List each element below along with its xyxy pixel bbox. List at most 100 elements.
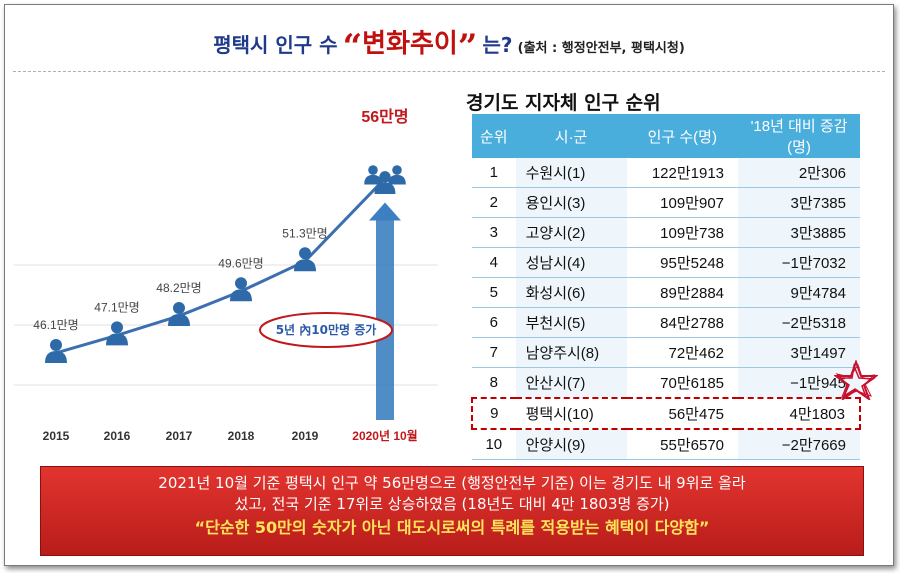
table-row: 6 부천시(5) 84만2788 −2만5318 bbox=[472, 307, 860, 338]
x-axis-label: 2015 bbox=[43, 429, 70, 443]
value-label: 49.6만명 bbox=[218, 256, 263, 270]
group-icon-body bbox=[388, 174, 406, 185]
table-body: 1 수원시(1) 122만1913 2만306 2 용인시(3) 109만907 3만7385… bbox=[471, 158, 861, 460]
cell-city: 안산시(7) bbox=[515, 367, 627, 399]
cell-rank: 9 bbox=[471, 397, 516, 430]
cell-rank: 3 bbox=[472, 217, 516, 248]
value-label: 46.1만명 bbox=[33, 318, 78, 332]
value-label: 51.3만명 bbox=[282, 226, 327, 240]
cell-population: 89만2884 bbox=[626, 277, 739, 308]
summary-line-2: 섰고, 전국 기준 17위로 상승하였음 (18년도 대비 4만 1803명 증… bbox=[234, 495, 670, 513]
slide-title: 평택시 인구 수 “변화추이” 는? (출처 : 행정안전부, 평택시청) bbox=[5, 23, 893, 67]
title-tail: 는? bbox=[482, 33, 513, 57]
table-row: 3 고양시(2) 109만738 3만3885 bbox=[472, 217, 860, 248]
cell-rank: 1 bbox=[472, 158, 516, 188]
table-title: 경기도 지자체 인구 순위 bbox=[466, 92, 661, 114]
cell-rank: 2 bbox=[472, 187, 516, 218]
cell-city: 부천시(5) bbox=[515, 307, 627, 338]
group-icon-head bbox=[379, 171, 391, 183]
star-mark-icon bbox=[834, 360, 878, 400]
data-point-icon-body bbox=[168, 313, 190, 326]
header-city: 시·군 bbox=[515, 114, 627, 158]
data-point-icon-head bbox=[50, 338, 62, 351]
title-divider bbox=[13, 71, 885, 72]
cell-city: 평택시(10) bbox=[515, 397, 627, 430]
cell-change: 9만4784 bbox=[738, 277, 860, 308]
cell-change: 3만7385 bbox=[738, 187, 860, 218]
cell-rank: 6 bbox=[472, 307, 516, 338]
cell-population: 72만462 bbox=[626, 337, 739, 368]
population-rank-table: 순위 시·군 인구 수(명) '18년 대비 증감(명) 1 수원시(1) 122만… bbox=[471, 114, 861, 460]
cell-population: 56만475 bbox=[626, 397, 739, 430]
group-icon-body bbox=[364, 174, 382, 185]
cell-change: 4만1803 bbox=[738, 397, 861, 430]
x-axis-label: 2016 bbox=[104, 429, 131, 443]
data-point-icon-head bbox=[235, 277, 247, 290]
data-point-icon-head bbox=[173, 301, 185, 314]
growth-arrow-shaft bbox=[376, 218, 394, 420]
table-row: 8 안산시(7) 70만6185 −1만945 bbox=[472, 367, 860, 399]
data-point-icon-body bbox=[45, 350, 67, 363]
cell-change: −2만7669 bbox=[738, 429, 860, 460]
cell-population: 122만1913 bbox=[626, 158, 739, 188]
value-label: 56만명 bbox=[361, 108, 408, 126]
cell-rank: 4 bbox=[472, 247, 516, 278]
cell-city: 수원시(1) bbox=[515, 158, 627, 188]
x-axis-label: 2020년 10월 bbox=[352, 428, 417, 443]
cell-city: 안양시(9) bbox=[515, 429, 627, 460]
cell-city: 고양시(2) bbox=[515, 217, 627, 248]
title-source: (출처 : 행정안전부, 평택시청) bbox=[517, 41, 685, 56]
header-population: 인구 수(명) bbox=[626, 114, 739, 158]
table-row: 5 화성시(6) 89만2884 9만4784 bbox=[472, 277, 860, 308]
data-point-icon-body bbox=[106, 333, 128, 346]
cell-city: 남양주시(8) bbox=[515, 337, 627, 368]
cell-change: −1만945 bbox=[738, 367, 860, 399]
header-change: '18년 대비 증감(명) bbox=[738, 114, 860, 158]
summary-box: 2021년 10월 기준 평택시 인구 약 56만명으로 (행정안전부 기준) … bbox=[40, 466, 864, 556]
summary-line-1: 2021년 10월 기준 평택시 인구 약 56만명으로 (행정안전부 기준) … bbox=[158, 474, 746, 492]
x-axis-label: 2018 bbox=[228, 429, 255, 443]
table-row: 7 남양주시(8) 72만462 3만1497 bbox=[472, 337, 860, 368]
group-icon-head bbox=[368, 165, 378, 175]
cell-rank: 7 bbox=[472, 337, 516, 368]
data-point-icon-body bbox=[230, 289, 252, 302]
cell-rank: 5 bbox=[472, 277, 516, 308]
cell-change: 2만306 bbox=[738, 158, 860, 188]
data-point-icon-head bbox=[299, 247, 311, 260]
cell-population: 84만2788 bbox=[626, 307, 739, 338]
cell-change: 3만1497 bbox=[738, 337, 860, 368]
group-icon-body bbox=[374, 182, 396, 194]
title-close-quote: ” bbox=[457, 27, 478, 67]
title-open-quote: “ bbox=[342, 27, 363, 67]
cell-population: 70만6185 bbox=[626, 367, 739, 399]
group-icon-head bbox=[392, 165, 402, 175]
trend-line bbox=[55, 177, 387, 355]
cell-population: 109만738 bbox=[626, 217, 739, 248]
data-point-icon-head bbox=[111, 321, 123, 334]
title-emphasis: 변화추이 bbox=[362, 29, 458, 59]
value-label: 48.2만명 bbox=[156, 281, 201, 295]
table-row: 10 안양시(9) 55만6570 −2만7669 bbox=[472, 429, 860, 460]
x-axis-label: 2017 bbox=[166, 429, 193, 443]
table-header-row: 순위 시·군 인구 수(명) '18년 대비 증감(명) bbox=[472, 114, 860, 158]
cell-rank: 8 bbox=[472, 367, 516, 399]
table-row: 4 성남시(4) 95만5248 −1만7032 bbox=[472, 247, 860, 278]
annotation-ellipse bbox=[259, 312, 393, 348]
table-row: 1 수원시(1) 122만1913 2만306 bbox=[472, 158, 860, 188]
cell-change: −2만5318 bbox=[738, 307, 860, 338]
data-point-icon-body bbox=[294, 259, 316, 272]
cell-change: −1만7032 bbox=[738, 247, 860, 278]
header-rank: 순위 bbox=[472, 114, 516, 158]
x-axis-label: 2019 bbox=[292, 429, 319, 443]
cell-city: 화성시(6) bbox=[515, 277, 627, 308]
value-label: 47.1만명 bbox=[94, 300, 139, 314]
table-row: 9 평택시(10) 56만475 4만1803 bbox=[471, 397, 861, 430]
cell-population: 109만907 bbox=[626, 187, 739, 218]
title-main: 평택시 인구 수 bbox=[213, 33, 338, 57]
growth-arrow-head bbox=[369, 202, 401, 221]
cell-population: 55만6570 bbox=[626, 429, 739, 460]
cell-rank: 10 bbox=[472, 429, 516, 460]
summary-line-3: “단순한 50만의 숫자가 아닌 대도시로써의 특례를 적용받는 혜택이 다양함… bbox=[194, 518, 710, 537]
population-chart: 46.1만명 47.1만명 48.2만명 49.6만명 51.3만명 56만명 2015 20… bbox=[14, 108, 438, 443]
table-row: 2 용인시(3) 109만907 3만7385 bbox=[472, 187, 860, 218]
